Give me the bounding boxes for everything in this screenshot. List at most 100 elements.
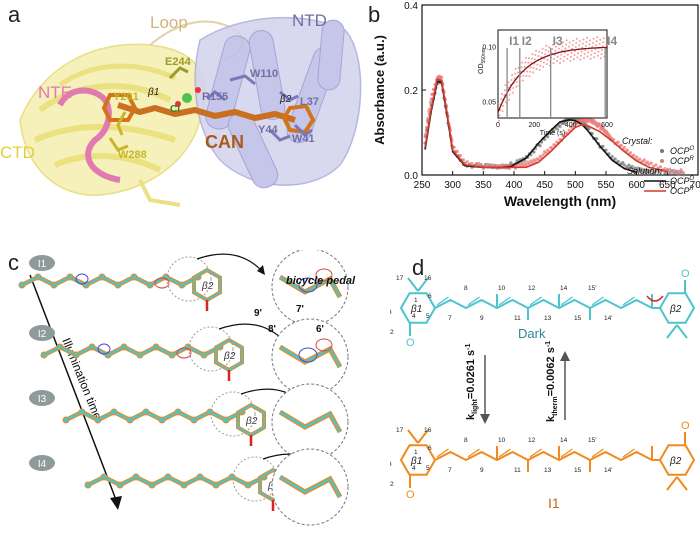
atom-9p: 9' xyxy=(254,308,262,319)
data-point xyxy=(663,167,667,171)
atom xyxy=(190,416,198,424)
carotenoid-schemes: β1Oβ2O171612345678910111213141515'14' β1… xyxy=(388,268,696,511)
legend-marker xyxy=(660,159,664,163)
atom xyxy=(196,473,204,481)
atom xyxy=(72,351,80,359)
inset-point xyxy=(571,43,574,46)
inset-point xyxy=(587,51,590,54)
x-tick-label: 300 xyxy=(444,180,461,191)
panel-a-label: a xyxy=(8,2,21,27)
label-ntd: NTD xyxy=(292,11,327,30)
data-point xyxy=(428,100,433,104)
atom xyxy=(136,351,144,359)
atom xyxy=(164,473,172,481)
inset-point xyxy=(569,59,572,62)
atom xyxy=(88,343,96,351)
inset-point xyxy=(574,50,577,53)
inset-point xyxy=(562,41,565,44)
inset-point xyxy=(592,37,595,40)
double-bond xyxy=(529,448,542,458)
inset-point xyxy=(602,41,605,44)
atom xyxy=(66,273,74,281)
inset-point xyxy=(599,38,602,41)
ring-label-beta2: β2 xyxy=(669,456,682,467)
label-cl: Cl xyxy=(170,104,180,115)
data-point xyxy=(558,124,562,129)
inset-point xyxy=(589,39,592,42)
data-point xyxy=(563,121,567,125)
inset-marker-label: I3 xyxy=(553,34,563,48)
data-point xyxy=(429,97,433,101)
inset-point xyxy=(554,49,557,52)
dark-label: Dark xyxy=(518,326,546,341)
inset-point xyxy=(560,49,563,52)
inset-point xyxy=(553,53,556,56)
label-nte: NTE xyxy=(38,83,72,102)
inset-point xyxy=(596,54,599,57)
atom xyxy=(228,473,236,481)
inset-point xyxy=(599,57,602,60)
inset-point xyxy=(569,55,572,58)
data-point xyxy=(630,164,634,169)
data-point xyxy=(621,161,625,165)
legend-entry: OCPR xyxy=(670,186,695,196)
atom-number: 13 xyxy=(544,315,552,322)
inset-point xyxy=(536,63,539,66)
inset-point xyxy=(556,55,559,58)
inset-point xyxy=(538,50,541,53)
atom xyxy=(62,416,70,424)
inset-point xyxy=(551,43,554,46)
inset-point xyxy=(503,89,506,92)
label-w288: W288 xyxy=(118,149,147,161)
double-bond xyxy=(591,448,604,458)
double-bond xyxy=(529,296,542,306)
inset-point xyxy=(560,53,563,56)
inset-point xyxy=(546,58,549,61)
label-l37: L37 xyxy=(300,96,319,108)
atom-number: 9 xyxy=(480,467,484,474)
step-label: I4 xyxy=(38,459,47,470)
inset-point xyxy=(520,66,523,69)
data-point xyxy=(612,138,616,142)
inset-point xyxy=(601,49,604,52)
inset-point xyxy=(594,48,597,51)
atom-number: 3 xyxy=(390,461,392,468)
zoom-arrowhead xyxy=(257,265,265,275)
inset-point xyxy=(497,119,500,122)
inset-point xyxy=(498,114,501,117)
double-bond xyxy=(498,448,511,458)
data-point xyxy=(532,150,536,154)
inset-point xyxy=(554,45,557,48)
inset-point xyxy=(530,57,533,60)
inset-point xyxy=(524,56,527,59)
data-point xyxy=(546,135,550,139)
double-bond xyxy=(467,448,480,458)
ring-label-beta1: β1 xyxy=(410,304,422,315)
ring-label: β2 xyxy=(201,281,214,292)
oxygen-label: O xyxy=(406,489,415,501)
ring-label-beta2: β2 xyxy=(669,304,682,315)
label-w41: W41 xyxy=(292,133,315,145)
data-point xyxy=(649,161,653,165)
data-point xyxy=(636,166,640,170)
inset-point xyxy=(537,54,540,57)
inset-point xyxy=(580,54,583,57)
data-point xyxy=(658,170,663,174)
inset-marker-label: I4 xyxy=(607,34,617,48)
atom-number: 9 xyxy=(480,315,484,322)
data-point xyxy=(601,144,605,148)
inset-point xyxy=(585,40,588,43)
ring-label: β2 xyxy=(245,416,258,427)
data-point xyxy=(587,127,591,131)
data-point xyxy=(668,167,672,171)
atom xyxy=(152,343,160,351)
data-point xyxy=(530,161,534,165)
atom-7p: 7' xyxy=(296,304,304,315)
illumination-structures: Illumination time I1β2I2β2I3β2I4β2 bicyc… xyxy=(18,248,356,526)
inset-point xyxy=(553,58,556,61)
inset-point xyxy=(542,65,545,68)
atom-number: 14 xyxy=(560,437,568,444)
k-therm-arrowhead xyxy=(560,351,570,361)
inset-point xyxy=(525,74,528,77)
inset-point xyxy=(601,45,604,48)
